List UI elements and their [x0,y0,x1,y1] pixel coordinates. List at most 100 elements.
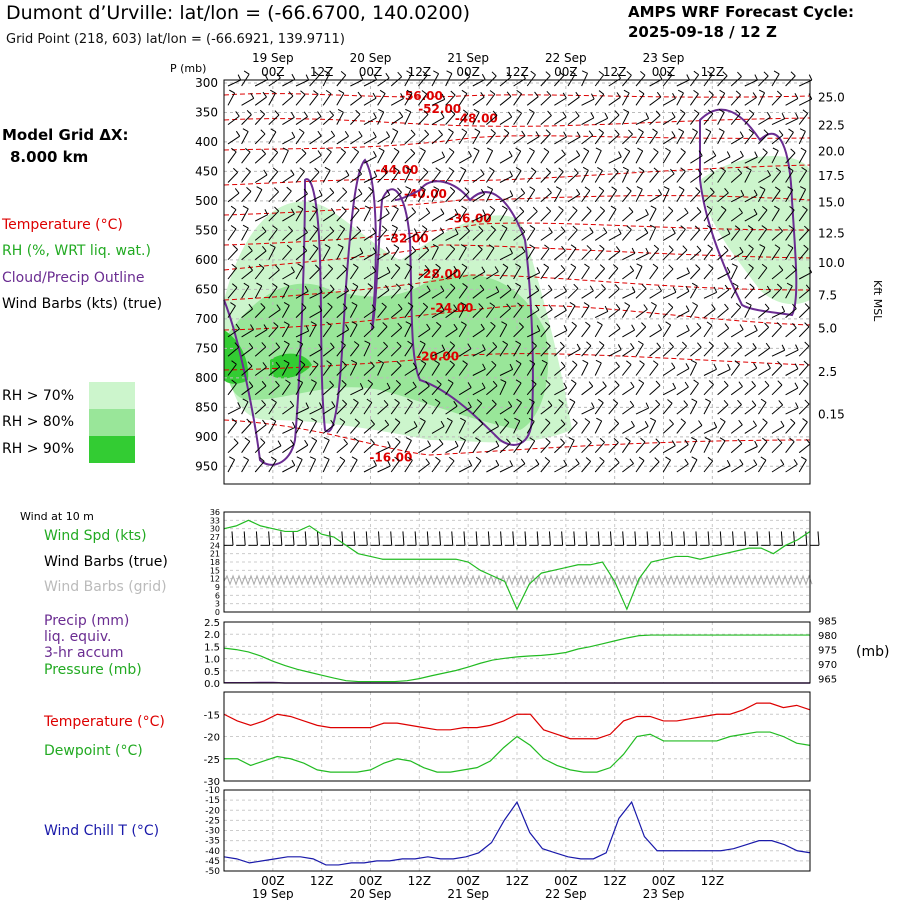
wind-barb-flag [386,382,391,389]
wind-barb [336,74,347,87]
wind-barb-flag [264,209,269,215]
wind-barb [717,327,729,338]
wind-chill-tick-label: -15 [205,796,220,806]
wind-barb [363,465,377,473]
bottom-time-label: 00Z [554,874,578,888]
wind-barb-flag [515,360,522,365]
wind-barb [649,305,657,318]
wind-barb-flag [643,304,648,310]
wind-barb-flag [448,148,455,153]
wind-barb [309,440,318,453]
wind-barb-flag [339,456,346,461]
wind-barb-flag [530,167,537,172]
wind-barb-flag [434,398,441,404]
wind-barb-flag [272,148,279,153]
wind-barb [635,326,647,338]
wind-barb [268,152,279,164]
wind-barb-flag [543,263,549,268]
true-wind-barb-flag [622,531,625,546]
wind-barb-flag [448,128,454,133]
wind-barb [377,387,391,396]
wind-barb-flag [713,421,718,428]
wind-barb-flag [638,128,644,133]
wind-barb-flag [704,437,711,441]
wind-barb [350,209,360,222]
wind-barb-flag [707,456,713,462]
wind-barb-flag [317,150,322,156]
wind-barb-flag [344,285,350,292]
wind-barb-flag [329,110,335,116]
wind-barb-flag [738,419,743,426]
page-title: Dumont d’Urville: lat/lon = (-66.6700, 1… [6,2,471,24]
wind-barb-flag [739,246,744,253]
wind-barb [377,271,391,280]
true-wind-barb-flag [561,531,564,546]
wind-barb-flag [373,459,377,466]
cross-section-frame [223,79,811,485]
wind-barb-flag [464,187,470,193]
wind-barb-flag [435,263,441,269]
wind-barb [254,214,268,222]
wind-barb [785,132,794,145]
wind-barb [540,345,551,357]
wind-barb [622,229,632,241]
label-wind-barbs-true: Wind Barbs (true) [44,554,168,570]
wind-barb-flag [260,303,266,308]
top-time-label: 12Z [505,65,529,79]
wind-barb [431,189,440,203]
wind-barb [717,75,728,87]
wind-barb [363,97,377,106]
wind-barb-flag [631,247,636,254]
wind-barb [404,111,412,125]
wind-barb-flag [453,400,458,407]
wind-barb-flag [424,129,430,135]
wind-barb [282,405,295,415]
wind-barb [635,288,647,299]
wind-barb [418,114,429,125]
wind-barb [404,367,417,376]
wind-barb-flag [625,437,631,442]
wind-barb [390,191,402,203]
wind-barb [554,387,567,396]
wind-barb [662,459,671,473]
wind-barb-flag [802,109,808,114]
wind-barb [608,268,619,280]
wind-barb [703,172,715,183]
wind-barb [744,169,752,183]
wind-barb-flag [264,74,269,80]
wind-barb-flag [419,340,426,345]
wind-barb-flag [324,166,331,171]
wind-tick-label: 30 [210,525,220,534]
wind-barb-flag [427,440,432,447]
wind-barb [445,94,456,106]
wind-barb-flag [515,340,521,345]
wind-barb [758,152,768,164]
wind-barb [798,383,809,396]
wind-barb-flag [326,147,332,153]
wind-barb [336,228,346,241]
wind-barb-flag [558,399,564,404]
wind-barb-flag [502,340,508,345]
wind-barb [622,270,634,280]
wind-barb-flag [473,147,480,152]
wind-barb-flag [788,225,794,230]
wind-barb-flag [546,90,552,97]
wind-barb [608,171,619,183]
wind-barb-flag [330,130,336,137]
wind-barb-flag [449,244,456,250]
wind-barb-flag [573,283,579,289]
wind-barb-flag [739,131,744,138]
label-dewpoint: Dewpoint (°C) [44,743,143,759]
wind-barb-flag [636,263,643,267]
wind-barb-flag [596,321,603,326]
wind-barb-flag [653,244,659,250]
wind-barb-flag [371,304,376,310]
temperature-contour [223,244,811,271]
wind-barb [649,290,662,299]
wind-barb [322,325,332,338]
wind-barb-flag [232,167,239,173]
wind-barb [282,78,295,87]
wind-barb [567,348,581,357]
wind-barb [717,369,731,376]
pressure-tick-label: 650 [195,282,218,296]
